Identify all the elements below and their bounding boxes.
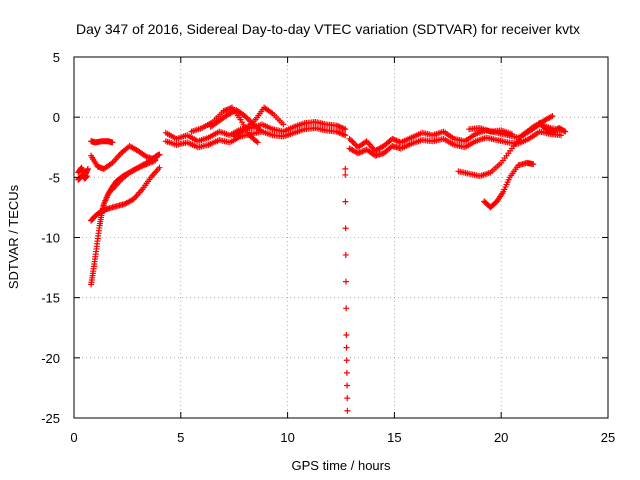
data-layer: [75, 104, 569, 414]
data-point: [342, 126, 349, 133]
y-tick-label: 0: [53, 110, 60, 125]
data-point: [558, 132, 565, 139]
data-point-interp: [342, 251, 349, 258]
series-loop-c: [207, 106, 265, 135]
series-flat-arc: [88, 164, 163, 224]
series-day-main-b: [162, 124, 349, 151]
x-axis-label: GPS time / hours: [292, 458, 391, 473]
data-point: [156, 151, 163, 158]
data-point: [342, 171, 349, 178]
series-upper-short: [88, 138, 116, 146]
data-point: [530, 161, 537, 168]
data-point: [84, 165, 91, 172]
series-eve-late: [536, 120, 569, 136]
data-point-interp: [343, 344, 350, 351]
y-tick-label: 5: [53, 50, 60, 65]
series-afternoon-b: [346, 128, 565, 159]
data-point: [343, 331, 350, 338]
series-gap-singles: [342, 165, 351, 414]
data-point: [156, 164, 163, 171]
data-point-interp: [347, 137, 354, 144]
data-point: [342, 132, 349, 139]
data-point: [280, 121, 287, 128]
x-tick-label: 5: [177, 430, 184, 445]
series-loop-a: [188, 104, 261, 146]
y-tick-label: -25: [41, 411, 60, 426]
data-point-interp: [350, 140, 357, 147]
data-point-interp: [244, 115, 251, 122]
data-point-interp: [344, 395, 351, 402]
data-point-interp: [343, 305, 350, 312]
data-point: [258, 128, 265, 135]
series-hump: [88, 143, 159, 172]
tick-layer: 0 5 10 15 20 25 5 0 -5 -10 -15 -20 -25: [41, 50, 615, 445]
x-tick-label: 20: [494, 430, 508, 445]
y-tick-label: -5: [48, 170, 60, 185]
data-point-interp: [561, 128, 568, 135]
series-eve-dip: [481, 159, 537, 211]
x-tick-label: 25: [601, 430, 615, 445]
series-eve-upper: [466, 124, 515, 138]
data-point: [109, 139, 116, 146]
data-point: [254, 139, 261, 146]
series-early-short: [75, 164, 91, 180]
data-point-interp: [342, 278, 349, 285]
data-point-interp: [344, 382, 351, 389]
data-point: [508, 131, 515, 138]
series-steep-rise: [88, 157, 159, 288]
data-point: [344, 407, 351, 414]
data-point: [342, 165, 349, 172]
y-tick-label: -15: [41, 291, 60, 306]
x-tick-label: 15: [387, 430, 401, 445]
y-axis-label: SDTVAR / TECUs: [6, 184, 21, 289]
data-point-interp: [343, 369, 350, 376]
data-point-interp: [342, 198, 349, 205]
chart-title: Day 347 of 2016, Sidereal Day-to-day VTE…: [76, 21, 580, 37]
data-point-interp: [342, 225, 349, 232]
grid-layer: [74, 57, 608, 418]
data-point: [549, 112, 556, 119]
x-tick-label: 0: [70, 430, 77, 445]
y-tick-label: -20: [41, 351, 60, 366]
x-tick-label: 10: [280, 430, 294, 445]
data-point-interp: [349, 138, 356, 145]
data-point: [346, 135, 353, 142]
data-point: [83, 173, 90, 180]
y-tick-label: -10: [41, 231, 60, 246]
series-rise-mid: [109, 151, 163, 193]
data-point-interp: [343, 357, 350, 364]
data-point: [562, 128, 569, 135]
